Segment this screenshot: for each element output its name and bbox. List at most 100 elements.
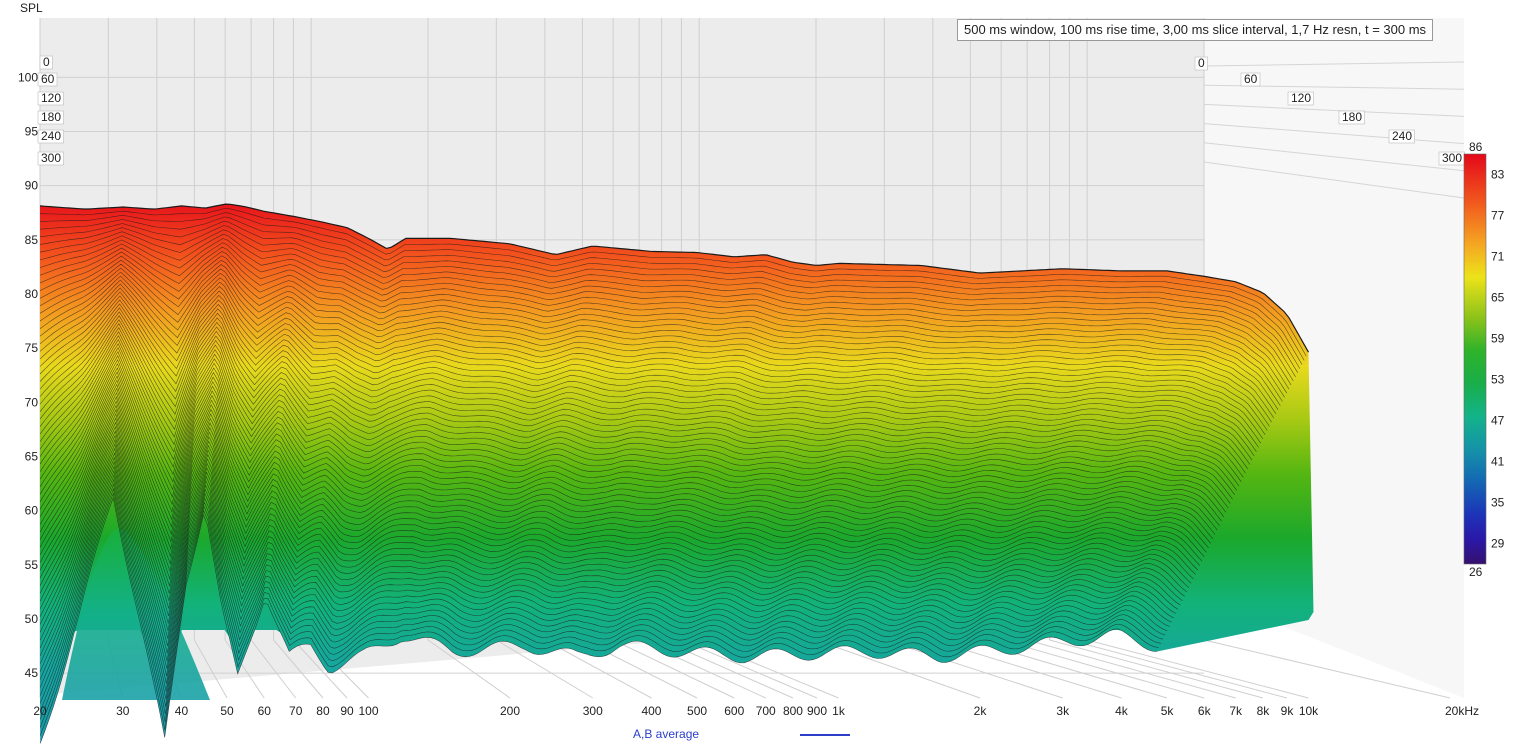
slice-line [39,291,1264,440]
time-tick-label-left-box [37,72,58,87]
slice-line [39,287,1266,435]
y-tick-labels: 45 50 55 60 65 70 75 80 85 90 95 100 [18,70,38,680]
x-tick-label: 800 [783,704,803,718]
floor-line [1000,639,1205,699]
x-tick-label: 20kHz [1445,704,1479,718]
slice-line [39,208,1307,357]
legend-swatch [800,734,850,736]
slice-line [39,343,1235,495]
slice-line [39,279,1270,427]
x-tick-label: 6k [1198,704,1212,718]
floor-line [224,639,265,699]
time-tick-label-right: 300 [1442,151,1462,165]
time-tick-label-right: 60 [1244,72,1258,86]
slice-line [39,299,1259,448]
slice-line [39,439,1185,641]
x-tick-label: 600 [724,704,744,718]
slice-line [39,426,1192,617]
floor-line [1049,639,1264,699]
slice-line [39,347,1233,500]
time-grid-line [1203,61,1465,67]
slice-line [39,483,1164,720]
y-tick-label: 45 [25,666,39,680]
floor-line [544,639,652,699]
time-tick-label-right: 240 [1392,129,1412,143]
slice-line [39,417,1196,602]
x-tick-labels: 20 30 40 50 60 70 80 90 100 200 300 400 500 600 700 800… [33,704,1479,718]
floor-line [250,639,297,699]
slice-line [39,359,1227,513]
slice-line [39,396,1207,565]
y-tick-label: 85 [25,233,39,247]
colorbar-tick-label: 29 [1491,537,1505,551]
slice-line [39,456,1177,672]
x-tick-label: 400 [641,704,661,718]
slice-line [39,229,1296,377]
y-tick-label: 95 [25,125,39,139]
x-tick-label: 7k [1229,704,1243,718]
slice-line [39,251,1285,398]
time-tick-labels: 0 0 60 60 120 120 180 180 240 240 300 300 [37,55,1465,166]
slice-line [39,452,1179,664]
time-tick-label-left: 300 [41,151,61,165]
time-grid-line [1203,142,1465,172]
legend-label: A,B average [633,727,700,741]
slice-line [39,242,1290,390]
slice-line [39,474,1168,704]
slice-line [39,400,1205,573]
x-tick-label: 90 [340,704,354,718]
slice-line [39,259,1281,406]
floor-line [496,639,594,699]
slice-line [39,339,1238,491]
time-tick-label-right: 180 [1342,110,1362,124]
slice-line [39,355,1229,509]
floor-line [815,639,981,699]
time-tick-label-left: 180 [41,110,61,124]
slice-line [39,225,1298,373]
colorbar-tick-label: 83 [1491,168,1505,182]
x-tick-label: 300 [583,704,603,718]
slice-line [39,408,1201,587]
slice-line [39,335,1240,487]
slice-line [39,233,1294,382]
x-tick-label: 30 [116,704,130,718]
floor-line [273,639,324,699]
colorbar-tick-label: 65 [1491,291,1505,305]
colorbar-tick-label: 26 [1469,565,1483,579]
slice-line [39,351,1231,504]
slice-line [39,447,1181,656]
x-tick-label: 20 [33,704,47,718]
time-tick-label-left: 120 [41,91,61,105]
colorbar-tick-label: 53 [1491,373,1505,387]
slice-line [39,492,1159,736]
x-tick-label: 100 [359,704,379,718]
colorbar-tick-label: 41 [1491,455,1505,469]
x-tick-label: 60 [258,704,272,718]
x-tick-label: 200 [500,704,520,718]
y-tick-label: 50 [25,612,39,626]
slice-line [39,478,1166,712]
slice-line [39,387,1212,550]
floor-line [1069,639,1288,699]
slice-line [39,363,1225,517]
colorbar-tick-label: 71 [1491,250,1505,264]
slice-line [39,461,1175,680]
y-tick-label: 75 [25,341,39,355]
y-tick-label: 70 [25,395,39,409]
slice-line [39,255,1283,402]
slice-line [39,383,1214,543]
slice-line [39,327,1244,478]
slice-line [39,271,1275,419]
x-tick-label: 9k [1281,704,1295,718]
time-tick-label-left-box [37,110,64,125]
time-tick-label-right-box [1194,56,1208,71]
floor-line [1026,639,1236,699]
slice-line [39,375,1218,531]
y-axis-label: SPL [20,1,43,15]
colorbar [1463,153,1487,565]
x-tick-label: 3k [1056,704,1070,718]
slice-line [39,404,1203,580]
time-tick-label-right-box [1338,110,1365,125]
slice-line [39,371,1220,526]
x-tick-label: 70 [289,704,303,718]
